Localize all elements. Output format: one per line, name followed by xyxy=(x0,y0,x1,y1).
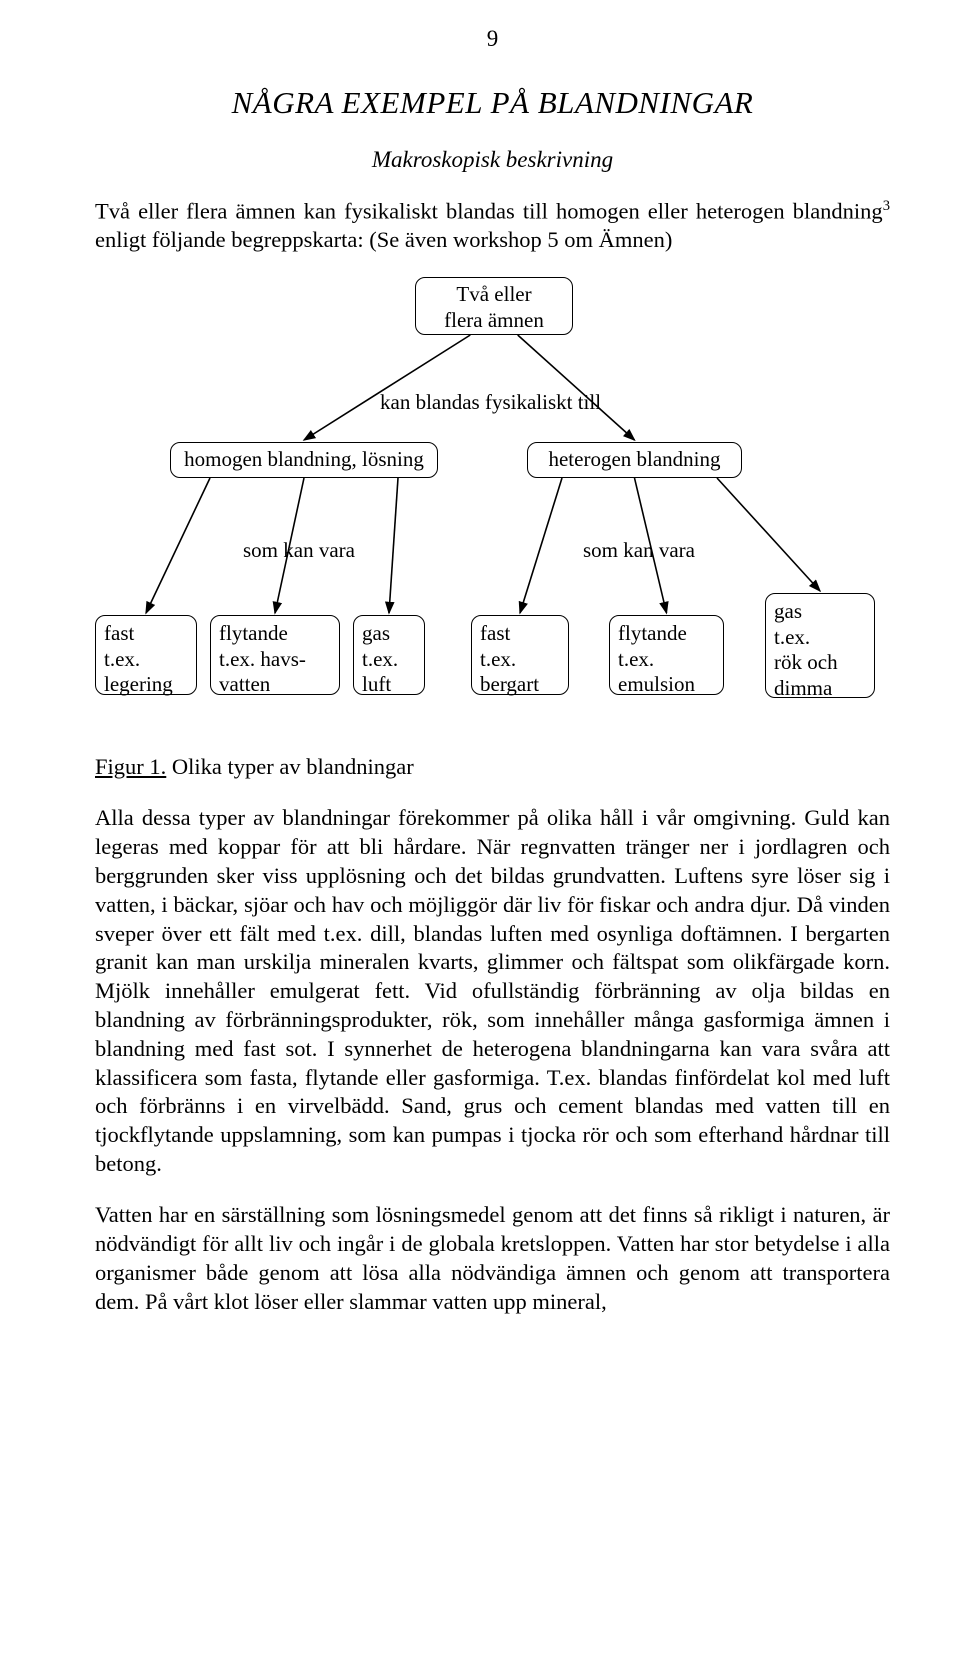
leaf1-c: legering xyxy=(104,672,188,698)
link-label-2b: som kan vara xyxy=(583,537,695,564)
page-number: 9 xyxy=(95,24,890,53)
leaf1-b: t.ex. xyxy=(104,647,188,673)
leaf3-c: luft xyxy=(362,672,416,698)
figure-caption-u: Figur 1. xyxy=(95,754,166,779)
node-homogen: homogen blandning, lösning xyxy=(170,442,438,478)
leaf-fast-legering: fast t.ex. legering xyxy=(95,615,197,695)
node-heterogen: heterogen blandning xyxy=(527,442,742,478)
leaf5-a: flytande xyxy=(618,621,715,647)
leaf3-b: t.ex. xyxy=(362,647,416,673)
link-label-2a: som kan vara xyxy=(243,537,355,564)
main-title: NÅGRA EXEMPEL PÅ BLANDNINGAR xyxy=(95,83,890,123)
subtitle: Makroskopisk beskrivning xyxy=(95,145,890,174)
leaf2-c: vatten xyxy=(219,672,331,698)
leaf6-b: t.ex. xyxy=(774,625,866,651)
intro-text-a: Två eller flera ämnen kan fysikaliskt bl… xyxy=(95,199,883,224)
node-root-l1: Två eller xyxy=(424,282,564,308)
leaf4-c: bergart xyxy=(480,672,560,698)
leaf6-c: rök och xyxy=(774,650,866,676)
intro-text-b: enligt följande begreppskarta: (Se även … xyxy=(95,227,672,252)
body-paragraph-2: Vatten har en särställning som lösningsm… xyxy=(95,1201,890,1316)
intro-paragraph: Två eller flera ämnen kan fysikaliskt bl… xyxy=(95,197,890,255)
leaf2-a: flytande xyxy=(219,621,331,647)
figure-caption-r: Olika typer av blandningar xyxy=(166,754,413,779)
leaf3-a: gas xyxy=(362,621,416,647)
leaf6-a: gas xyxy=(774,599,866,625)
node-root: Två eller flera ämnen xyxy=(415,277,573,335)
leaf-flytande-emulsion: flytande t.ex. emulsion xyxy=(609,615,724,695)
leaf2-b: t.ex. havs- xyxy=(219,647,331,673)
leaf5-b: t.ex. xyxy=(618,647,715,673)
leaf6-d: dimma xyxy=(774,676,866,702)
leaf5-c: emulsion xyxy=(618,672,715,698)
footnote-ref: 3 xyxy=(883,198,890,214)
leaf-gas-rok-dimma: gas t.ex. rök och dimma xyxy=(765,593,875,698)
leaf-gas-luft: gas t.ex. luft xyxy=(353,615,425,695)
link-label-1: kan blandas fysikaliskt till xyxy=(380,389,601,416)
leaf4-b: t.ex. xyxy=(480,647,560,673)
body-paragraph-1: Alla dessa typer av blandningar förekomm… xyxy=(95,804,890,1178)
leaf-fast-bergart: fast t.ex. bergart xyxy=(471,615,569,695)
concept-map-diagram: Två eller flera ämnen kan blandas fysika… xyxy=(95,277,895,747)
leaf4-a: fast xyxy=(480,621,560,647)
leaf1-a: fast xyxy=(104,621,188,647)
figure-caption: Figur 1. Olika typer av blandningar xyxy=(95,753,890,782)
node-root-l2: flera ämnen xyxy=(424,308,564,334)
leaf-flytande-havsvatten: flytande t.ex. havs- vatten xyxy=(210,615,340,695)
